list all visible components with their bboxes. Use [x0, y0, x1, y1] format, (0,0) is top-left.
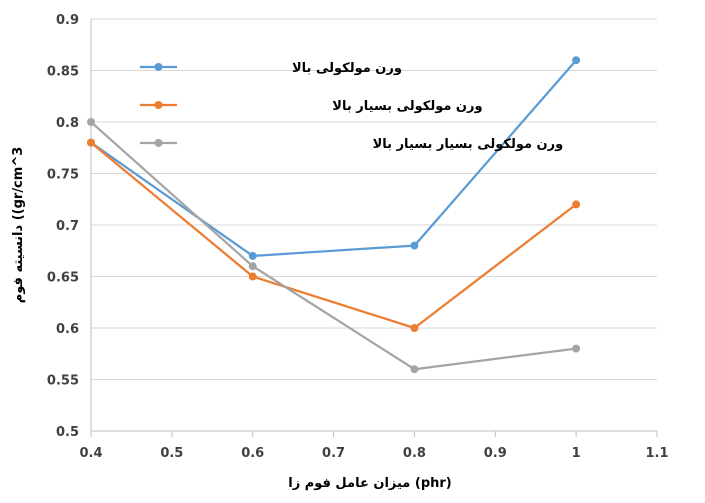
x-tick-label: 0.9	[484, 446, 507, 461]
x-axis-title: میزان عامل فوم زا (phr)	[288, 476, 452, 491]
data-point-series-1	[410, 241, 419, 250]
data-point-series-2	[572, 200, 581, 209]
x-tick-label: 1.1	[645, 446, 668, 461]
y-tick-label: 0.75	[47, 168, 79, 183]
y-tick-label: 0.55	[47, 374, 79, 389]
data-point-series-2	[248, 272, 257, 281]
x-tick-label: 0.5	[160, 446, 183, 461]
legend-swatch-marker	[154, 139, 163, 147]
y-tick-label: 0.7	[56, 219, 79, 234]
data-point-series-2	[87, 138, 95, 147]
series-line-3	[90, 121, 577, 371]
series-line-2	[90, 141, 577, 330]
legend: ورن مولکولی بالا ورن مولکولی بسیار بالا ور…	[140, 61, 563, 152]
x-tick-label: 1	[572, 446, 581, 461]
y-tick-label: 0.85	[47, 65, 79, 80]
x-tick-label: 0.8	[403, 446, 426, 461]
y-tick-label: 0.6	[56, 322, 79, 337]
y-tick-label: 0.5	[56, 425, 79, 440]
series-line-1	[90, 59, 577, 258]
y-axis-title: دانسیته فوم ((gr/cm^3	[11, 147, 26, 304]
x-tick-label: 0.7	[322, 446, 345, 461]
gridlines	[91, 18, 657, 432]
x-tick-label: 0.6	[241, 446, 264, 461]
legend-swatch-marker	[154, 63, 163, 71]
legend-swatch-marker	[154, 101, 163, 109]
data-point-series-2	[410, 324, 419, 332]
y-tick-label: 0.9	[56, 13, 79, 28]
legend-entry-label: ورن مولکولی بالا	[292, 61, 402, 76]
legend-entry-label: ورن مولکولی بسیار بسیار بالا	[373, 137, 564, 152]
axes	[90, 19, 658, 437]
data-point-series-3	[248, 262, 257, 271]
data-point-series-3	[87, 118, 95, 126]
data-point-series-1	[248, 251, 257, 260]
tick-labels: 0.50.550.60.650.70.750.80.850.90.4 0.5 0.6…	[47, 13, 669, 461]
y-tick-label: 0.8	[56, 116, 79, 131]
data-point-series-3	[410, 365, 419, 374]
y-tick-label: 0.65	[47, 271, 79, 286]
legend-entry-label: ورن مولکولی بسیار بالا	[332, 99, 482, 114]
x-tick-label: 0.4	[79, 446, 102, 461]
series-lines	[87, 56, 581, 374]
data-point-series-1	[572, 56, 581, 65]
data-point-series-3	[572, 344, 581, 353]
